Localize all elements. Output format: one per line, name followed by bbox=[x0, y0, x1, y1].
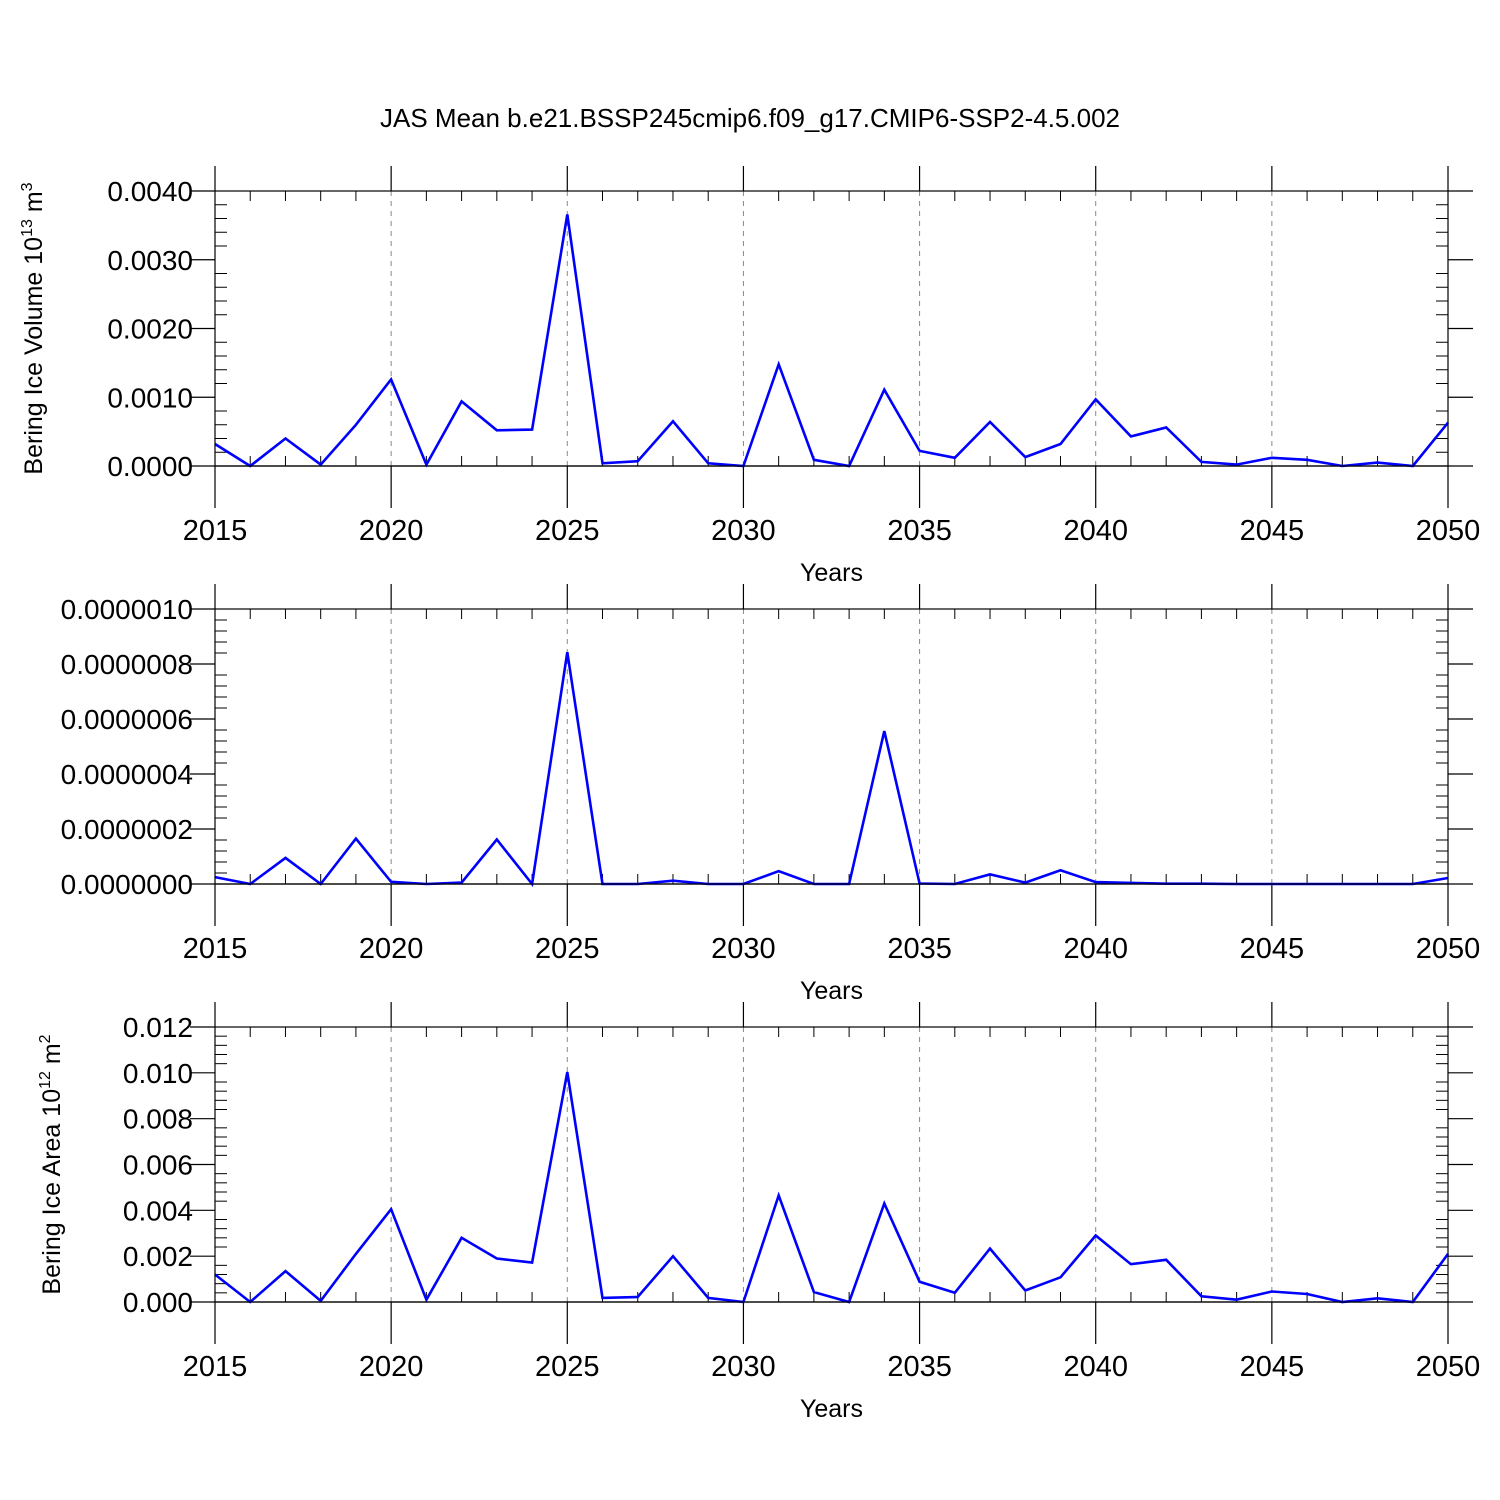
figure-title: JAS Mean b.e21.BSSP245cmip6.f09_g17.CMIP… bbox=[380, 103, 1120, 133]
x-tick-label: 2015 bbox=[183, 1351, 248, 1383]
x-tick-label: 2045 bbox=[1240, 933, 1305, 965]
x-tick-label: 2035 bbox=[887, 515, 952, 547]
y-tick-label: 0.0000002 bbox=[61, 814, 193, 845]
panel-1: 2015 2020 2025 2030 2035 2040 2045 2050 0.0000 0.… bbox=[19, 166, 1480, 587]
y-tick-label: 0.004 bbox=[123, 1195, 193, 1226]
x-tick-label: 2040 bbox=[1063, 933, 1128, 965]
plot-frame bbox=[214, 190, 1449, 467]
y-tick-label: 0.0000006 bbox=[61, 704, 193, 735]
y-tick-label: 0.002 bbox=[123, 1241, 193, 1272]
x-tick-label: 2030 bbox=[711, 515, 776, 547]
y-tick-label: 0.0040 bbox=[107, 176, 193, 207]
series-line bbox=[214, 214, 1450, 468]
panel-2: 2015 2020 2025 2030 2035 2040 2045 2050 0.000000… bbox=[61, 584, 1481, 1005]
y-tick-label: 0.0020 bbox=[107, 314, 193, 345]
x-tick-label: 2020 bbox=[359, 1351, 424, 1383]
series-line bbox=[214, 1071, 1450, 1304]
y-tick-label: 0.0030 bbox=[107, 245, 193, 276]
x-axis-label: Years bbox=[800, 977, 863, 1005]
x-tick-label: 2050 bbox=[1416, 1351, 1481, 1383]
y-axis-label: Bering Ice Volume 1013 m3 bbox=[19, 182, 48, 474]
x-axis-label: Years bbox=[800, 559, 863, 587]
series-line bbox=[214, 652, 1449, 888]
y-tick-label: 0.0000000 bbox=[61, 869, 193, 900]
y-tick-label: 0.006 bbox=[123, 1150, 193, 1181]
plot-frame bbox=[214, 608, 1449, 885]
x-tick-label: 2035 bbox=[887, 1351, 952, 1383]
y-tick-label: 0.0010 bbox=[107, 382, 193, 413]
y-tick-label: 0.012 bbox=[123, 1012, 193, 1043]
y-axis-label: Bering Ice Area 1012 m2 bbox=[37, 1034, 66, 1294]
panels: 2015 2020 2025 2030 2035 2040 2045 2050 0.0000 0.… bbox=[19, 166, 1480, 1423]
x-tick-label: 2025 bbox=[535, 933, 600, 965]
x-tick-label: 2015 bbox=[183, 933, 248, 965]
x-tick-label: 2030 bbox=[711, 933, 776, 965]
x-tick-label: 2045 bbox=[1240, 515, 1305, 547]
x-tick-label: 2020 bbox=[359, 515, 424, 547]
x-tick-label: 2040 bbox=[1063, 1351, 1128, 1383]
y-tick-label: 0.0000 bbox=[107, 451, 193, 482]
x-tick-label: 2020 bbox=[359, 933, 424, 965]
plot-frame bbox=[214, 1026, 1449, 1303]
y-tick-label: 0.0000004 bbox=[61, 759, 193, 790]
x-tick-label: 2025 bbox=[535, 515, 600, 547]
x-tick-label: 2045 bbox=[1240, 1351, 1305, 1383]
x-tick-label: 2035 bbox=[887, 933, 952, 965]
y-tick-label: 0.0000010 bbox=[61, 594, 193, 625]
x-tick-label: 2050 bbox=[1416, 933, 1481, 965]
y-tick-label: 0.000 bbox=[123, 1287, 193, 1318]
x-tick-label: 2025 bbox=[535, 1351, 600, 1383]
x-tick-label: 2030 bbox=[711, 1351, 776, 1383]
x-axis-label: Years bbox=[800, 1395, 863, 1423]
y-tick-label: 0.010 bbox=[123, 1058, 193, 1089]
y-tick-label: 0.0000008 bbox=[61, 649, 193, 680]
y-tick-label: 0.008 bbox=[123, 1104, 193, 1135]
x-tick-label: 2040 bbox=[1063, 515, 1128, 547]
panel-3: 2015 2020 2025 2030 2035 2040 2045 2050 0.000 0.0… bbox=[37, 1002, 1480, 1423]
x-tick-label: 2050 bbox=[1416, 515, 1481, 547]
x-tick-label: 2015 bbox=[183, 515, 248, 547]
